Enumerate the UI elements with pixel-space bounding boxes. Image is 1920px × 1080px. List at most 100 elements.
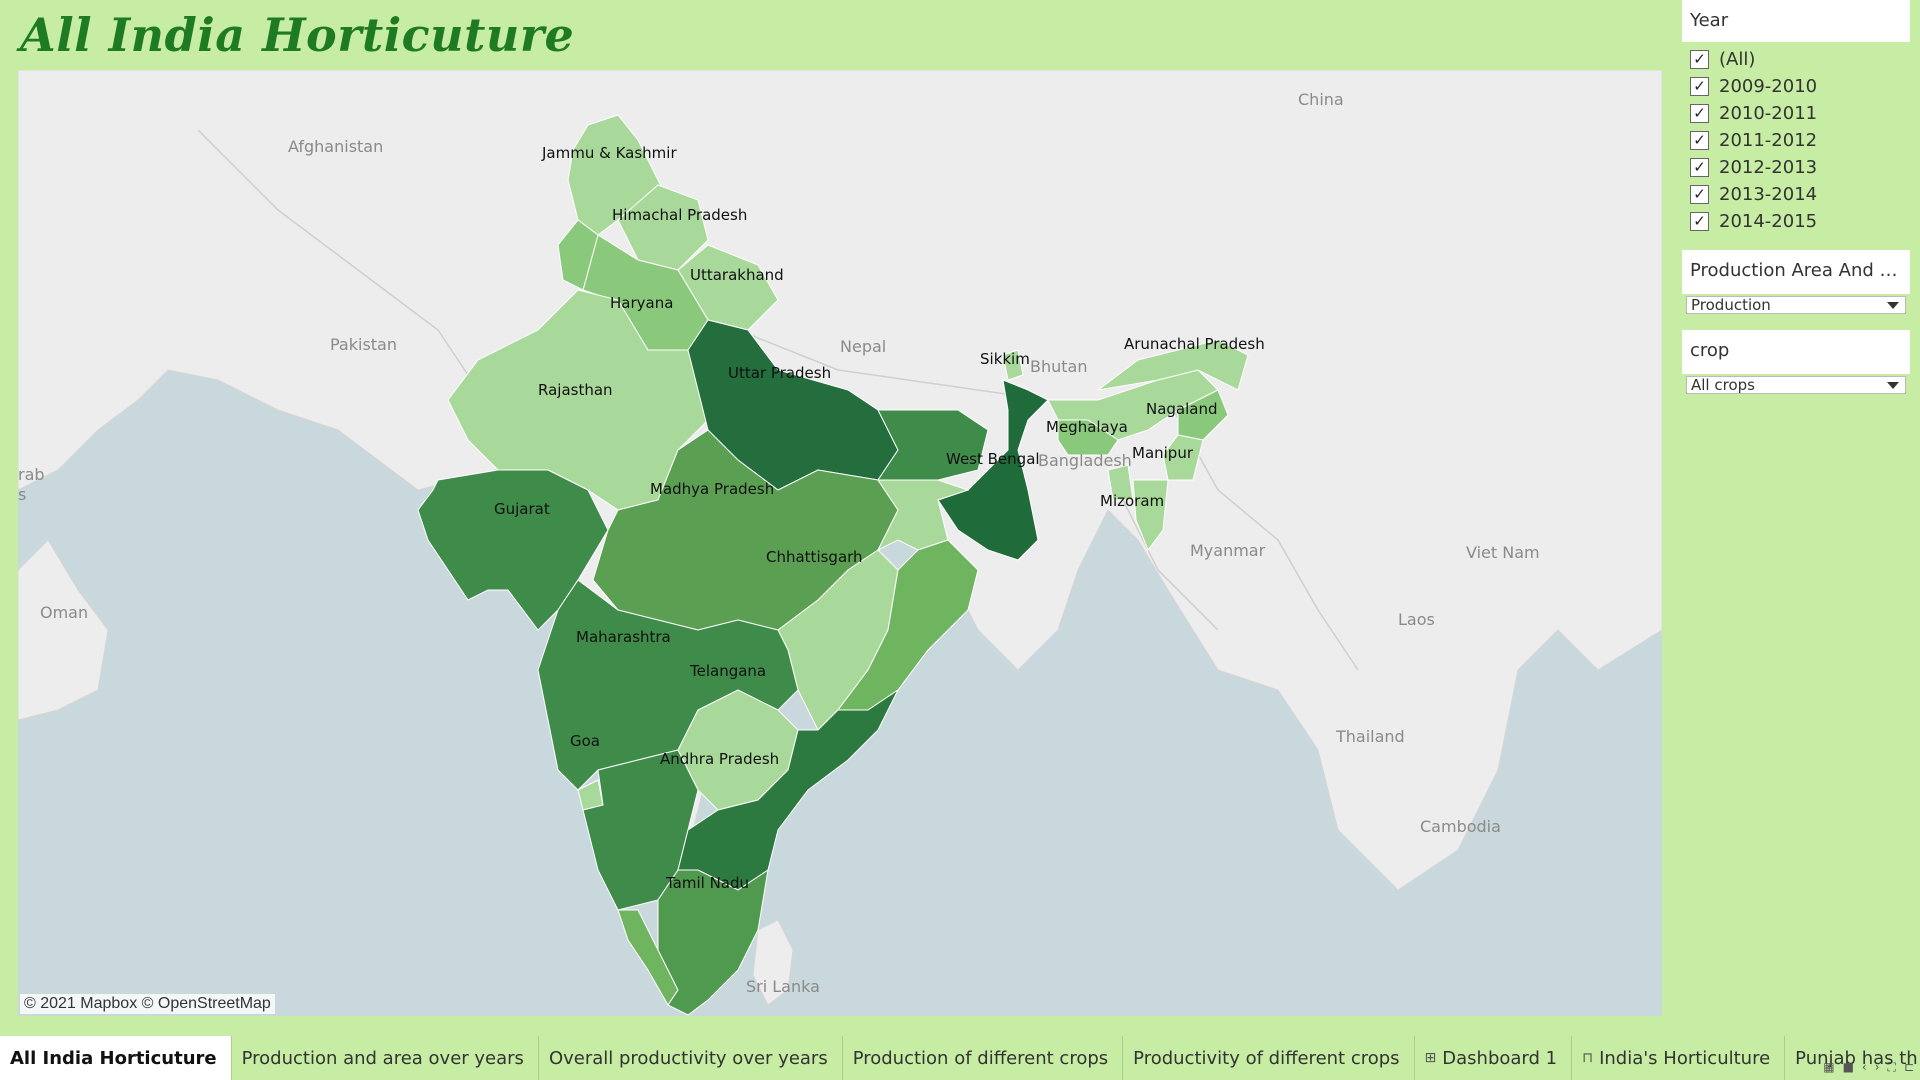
country-label-cambodia: Cambodia	[1420, 817, 1501, 836]
checkbox-checked-icon[interactable]: ✓	[1690, 185, 1709, 204]
dashboard-title: All India Horticuture	[20, 8, 575, 62]
crop-filter-title: crop	[1682, 330, 1910, 371]
checkbox-checked-icon[interactable]: ✓	[1690, 131, 1709, 150]
state-andhra-pradesh[interactable]	[677, 688, 900, 891]
tab-label: India's Horticulture	[1599, 1047, 1771, 1069]
sheet-tab-bar: All India Horticuture Production and are…	[0, 1036, 1920, 1080]
year-option-label: 2009-2010	[1719, 76, 1818, 97]
year-option[interactable]: ✓ (All)	[1682, 46, 1910, 73]
tab-label: Punjab has th	[1795, 1047, 1918, 1069]
state-label: Haryana	[610, 294, 673, 312]
tab-label: Dashboard 1	[1442, 1047, 1558, 1069]
state-arunachal-pradesh[interactable]	[1097, 339, 1249, 391]
state-west-bengal[interactable]	[937, 379, 1049, 561]
year-option[interactable]: ✓ 2010-2011	[1682, 100, 1910, 127]
state-tamil-nadu[interactable]	[657, 868, 769, 1016]
state-label: Mizoram	[1100, 492, 1164, 510]
year-option[interactable]: ✓ 2012-2013	[1682, 154, 1910, 181]
state-label: Uttar Pradesh	[728, 364, 831, 382]
state-label: Telangana	[689, 662, 766, 680]
year-filter-list: ✓ (All) ✓ 2009-2010 ✓ 2010-2011 ✓ 2011-2012 …	[1682, 46, 1910, 235]
measure-dropdown[interactable]: Production	[1686, 296, 1906, 314]
tab-production-area-over-years[interactable]: Production and area over years	[232, 1036, 539, 1080]
tab-punjab[interactable]: Punjab has th	[1785, 1036, 1920, 1080]
fullscreen-icon[interactable]: ⛶	[1887, 1060, 1896, 1074]
state-label: Sikkim	[980, 350, 1030, 368]
year-option-label: 2013-2014	[1719, 184, 1818, 205]
year-option[interactable]: ✓ 2009-2010	[1682, 73, 1910, 100]
state-label: Meghalaya	[1046, 418, 1128, 436]
year-option[interactable]: ✓ 2011-2012	[1682, 127, 1910, 154]
country-label-bangladesh: Bangladesh	[1038, 451, 1132, 470]
checkbox-checked-icon[interactable]: ✓	[1690, 212, 1709, 231]
state-odisha[interactable]	[837, 539, 979, 711]
state-nagaland[interactable]	[1177, 389, 1229, 441]
state-label: Jammu & Kashmir	[541, 144, 677, 162]
country-label-s: s	[18, 485, 26, 504]
year-option-label: 2010-2011	[1719, 103, 1818, 124]
state-rajasthan[interactable]	[447, 289, 709, 511]
country-label-myanmar: Myanmar	[1190, 541, 1266, 560]
country-label-china: China	[1298, 90, 1344, 109]
crop-dropdown-value: All crops	[1691, 376, 1755, 394]
filmstrip-icon[interactable]: ■	[1842, 1060, 1854, 1074]
country-label-thailand: Thailand	[1335, 727, 1405, 746]
tab-productivity-crops[interactable]: Productivity of different crops	[1123, 1036, 1415, 1080]
tab-indias-horticulture[interactable]: ⊓ India's Horticulture	[1572, 1036, 1786, 1080]
next-tab-icon[interactable]: ›	[1874, 1060, 1880, 1074]
state-tripura[interactable]	[1107, 464, 1134, 501]
tab-dashboard-1[interactable]: ⊞ Dashboard 1	[1415, 1036, 1573, 1080]
tab-label: Production and area over years	[241, 1047, 524, 1069]
state-label: West Bengal	[946, 450, 1040, 468]
checkbox-checked-icon[interactable]: ✓	[1690, 158, 1709, 177]
year-option[interactable]: ✓ 2014-2015	[1682, 208, 1910, 235]
tab-production-crops[interactable]: Production of different crops	[843, 1036, 1124, 1080]
map-canvas[interactable]: Afghanistan Pakistan China Nepal Bhutan …	[18, 70, 1662, 1016]
year-filter-card: Year	[1682, 0, 1910, 42]
year-option[interactable]: ✓ 2013-2014	[1682, 181, 1910, 208]
tab-overall-productivity[interactable]: Overall productivity over years	[539, 1036, 843, 1080]
state-manipur[interactable]	[1162, 434, 1204, 481]
crop-dropdown[interactable]: All crops	[1686, 376, 1906, 394]
crop-filter-card: crop	[1682, 330, 1910, 374]
state-label: Madhya Pradesh	[650, 480, 774, 498]
checkbox-checked-icon[interactable]: ✓	[1690, 50, 1709, 69]
grid-view-icon[interactable]: ▦	[1823, 1060, 1835, 1074]
prev-tab-icon[interactable]: ‹	[1861, 1060, 1867, 1074]
tab-all-india-horticuture[interactable]: All India Horticuture	[0, 1036, 232, 1080]
tab-label: Overall productivity over years	[548, 1047, 828, 1069]
tab-label: Production of different crops	[852, 1047, 1109, 1069]
srilanka-land	[752, 919, 794, 1006]
measure-filter-title: Production Area And pr...	[1682, 250, 1910, 291]
country-label-vietnam: Viet Nam	[1466, 543, 1540, 562]
state-label: Andhra Pradesh	[660, 750, 779, 768]
state-meghalaya[interactable]	[1057, 419, 1119, 456]
choropleth-map[interactable]: Afghanistan Pakistan China Nepal Bhutan …	[18, 70, 1662, 1016]
checkbox-checked-icon[interactable]: ✓	[1690, 77, 1709, 96]
tab-label: All India Horticuture	[10, 1047, 217, 1069]
story-icon: ⊓	[1582, 1050, 1594, 1066]
state-label: Uttarakhand	[690, 266, 784, 284]
state-gujarat[interactable]	[417, 469, 609, 631]
country-label-afghanistan: Afghanistan	[288, 137, 383, 156]
measure-dropdown-value: Production	[1691, 296, 1771, 314]
chevron-down-icon[interactable]	[1887, 381, 1899, 389]
state-label: Nagaland	[1146, 400, 1218, 418]
year-option-label: 2011-2012	[1719, 130, 1818, 151]
map-attribution[interactable]: © 2021 Mapbox © OpenStreetMap	[20, 994, 275, 1014]
present-icon[interactable]: ⊏	[1903, 1060, 1914, 1074]
india-states[interactable]	[417, 114, 1249, 1016]
country-label-laos: Laos	[1398, 610, 1435, 629]
year-filter-title: Year	[1682, 0, 1910, 41]
state-label: Rajasthan	[538, 381, 613, 399]
state-label: Arunachal Pradesh	[1124, 335, 1265, 353]
state-label: Tamil Nadu	[665, 874, 749, 892]
country-label-nepal: Nepal	[840, 337, 886, 356]
year-option-label: (All)	[1719, 49, 1756, 70]
chevron-down-icon[interactable]	[1887, 301, 1899, 309]
state-punjab[interactable]	[557, 219, 599, 291]
state-mizoram[interactable]	[1132, 479, 1169, 552]
state-sikkim[interactable]	[1002, 349, 1024, 381]
country-label-oman: Oman	[40, 603, 88, 622]
checkbox-checked-icon[interactable]: ✓	[1690, 104, 1709, 123]
